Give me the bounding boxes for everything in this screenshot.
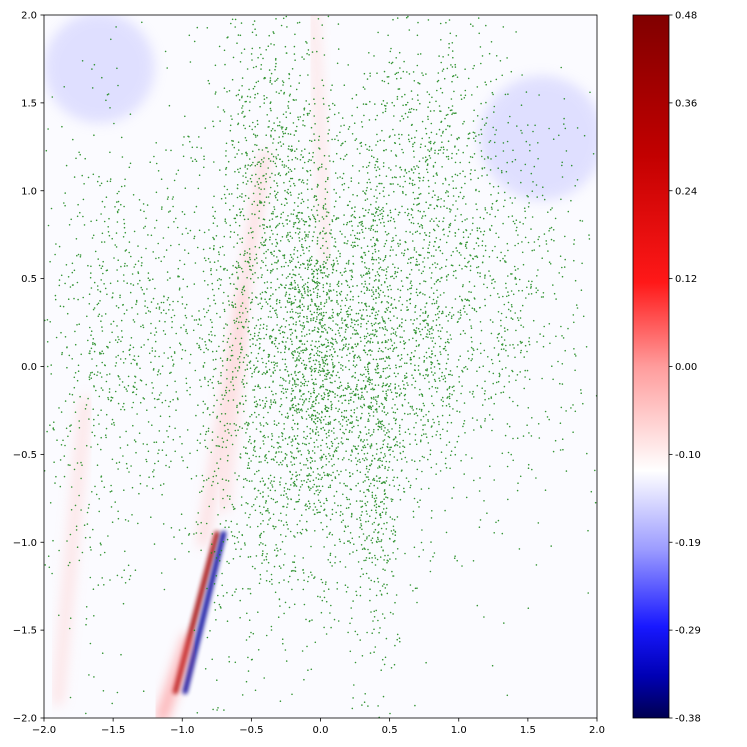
field-patch bbox=[479, 75, 597, 201]
x-tick-label: 0.0 bbox=[313, 725, 329, 736]
x-tick-label: 1.5 bbox=[520, 725, 536, 736]
scatter-point-cloud bbox=[44, 15, 597, 718]
y-tick-label: 0.5 bbox=[21, 274, 37, 285]
field-streak bbox=[197, 150, 271, 548]
colorbar: 0.48 0.36 0.24 0.12 0.00 -0.10 -0.19 -0.29 -0.38 bbox=[632, 11, 701, 725]
colorbar-gradient bbox=[632, 14, 670, 719]
scatter-points bbox=[44, 15, 597, 718]
y-tick-label: −1.0 bbox=[13, 538, 37, 549]
y-axis: −2.0 −1.5 −1.0 −0.5 0.0 0.5 1.0 1.5 2.0 bbox=[13, 11, 44, 725]
colorbar-tick-label: 0.12 bbox=[675, 274, 697, 285]
y-tick-label: −0.5 bbox=[13, 450, 37, 461]
y-tick-label: 2.0 bbox=[21, 11, 37, 22]
colorbar-ticks: 0.48 0.36 0.24 0.12 0.00 -0.10 -0.19 -0.29 -0.38 bbox=[669, 11, 701, 725]
heatmap-field bbox=[44, 15, 597, 718]
colorbar-tick-label: -0.38 bbox=[675, 714, 701, 725]
colorbar-tick-label: 0.00 bbox=[675, 362, 697, 373]
x-tick-label: −1.0 bbox=[170, 725, 194, 736]
field-streak bbox=[182, 530, 227, 695]
x-tick-label: 2.0 bbox=[589, 725, 605, 736]
field-streak bbox=[308, 15, 333, 267]
y-tick-label: −1.5 bbox=[13, 626, 37, 637]
x-tick-label: −1.5 bbox=[101, 725, 125, 736]
colorbar-tick-label: -0.19 bbox=[675, 538, 701, 549]
colorbar-tick-label: 0.24 bbox=[675, 186, 697, 197]
x-axis: −2.0 −1.5 −1.0 −0.5 0.0 0.5 1.0 1.5 2.0 bbox=[32, 718, 605, 736]
colorbar-tick-label: 0.36 bbox=[675, 98, 697, 109]
plot-area bbox=[43, 14, 598, 719]
y-tick-label: 1.0 bbox=[21, 186, 37, 197]
y-tick-label: −2.0 bbox=[13, 714, 37, 725]
field-streak bbox=[218, 291, 250, 513]
field-streak bbox=[52, 396, 91, 706]
colorbar-tick-label: 0.48 bbox=[675, 11, 697, 22]
x-tick-label: −0.5 bbox=[239, 725, 263, 736]
field-patch bbox=[44, 15, 155, 124]
colorbar-tick-label: -0.29 bbox=[675, 626, 701, 637]
y-tick-label: 1.5 bbox=[21, 98, 37, 109]
colorbar-tick-label: -0.10 bbox=[675, 450, 701, 461]
x-tick-label: −2.0 bbox=[32, 725, 56, 736]
field-streak bbox=[156, 633, 195, 718]
y-tick-label: 0.0 bbox=[21, 362, 37, 373]
x-tick-label: 0.5 bbox=[382, 725, 398, 736]
x-tick-label: 1.0 bbox=[451, 725, 467, 736]
